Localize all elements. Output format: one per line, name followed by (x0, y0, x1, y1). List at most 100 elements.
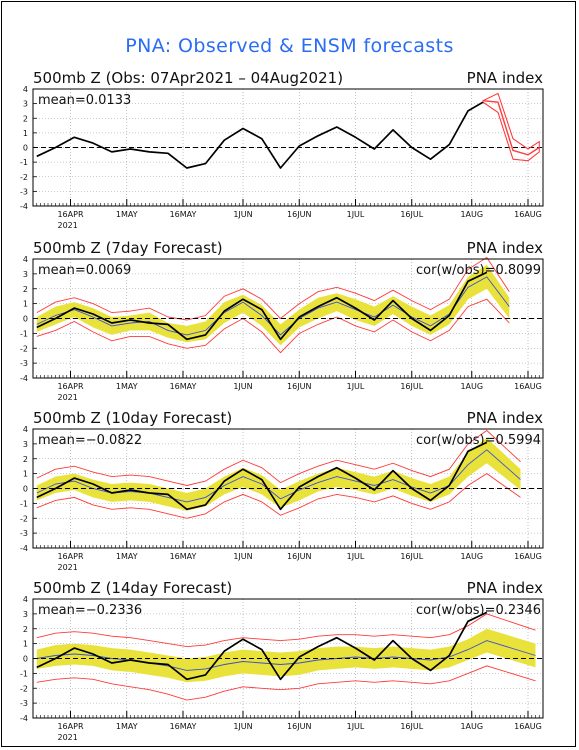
panel-3-xtick-label: 16JUN (287, 722, 311, 731)
panel-1-left-label: 500mb Z (7day Forecast) (33, 239, 223, 257)
panel-3-ytick-label: 0 (23, 655, 28, 664)
panel-2-observed-line (36, 441, 488, 511)
panel-2-ytick-label: -4 (20, 544, 28, 553)
panel-2-xtick-label: 16AUG (514, 552, 542, 561)
panel-1-ytick-label: -3 (20, 359, 28, 368)
panel-0-forecast-plume-high (482, 92, 540, 150)
panel-2-left-label: 500mb Z (10day Forecast) (33, 409, 232, 427)
panel-0-xtick-label: 16APR (57, 210, 83, 219)
panel-1-xtick-label: 1JUN (233, 382, 252, 391)
panel-2-ytick-label: -1 (20, 499, 28, 508)
panel-2-xtick-label: 1MAY (116, 552, 138, 561)
panel-0-left-label: 500mb Z (Obs: 07Apr2021 – 04Aug2021) (33, 69, 343, 87)
panel-0-ytick-label: -3 (20, 187, 28, 196)
panel-1-xtick-label: 1MAY (116, 382, 138, 391)
panel-2-ytick-label: 0 (23, 485, 28, 494)
panel-0-xtick-year: 2021 (58, 221, 78, 230)
panel-1-ytick-label: 2 (23, 285, 28, 294)
panel-0-ytick-label: -2 (20, 173, 28, 182)
panel-2-xtick-label: 1JUN (233, 552, 252, 561)
panel-3-xtick-label: 16APR (57, 722, 83, 731)
panel-0-forecast-plume-low (482, 101, 540, 162)
panel-3-ytick-label: -1 (20, 669, 28, 678)
panel-2-xtick-label: 16JUL (400, 552, 423, 561)
panel-2-mean-label: mean=−0.0822 (38, 433, 142, 448)
panel-3-xtick-label: 16MAY (170, 722, 197, 731)
panel-0-xtick-label: 1JUL (347, 210, 365, 219)
panel-1-ytick-label: -2 (20, 344, 28, 353)
panel-3-members-max-line (36, 613, 536, 648)
panel-3-ytick-label: 1 (23, 640, 28, 649)
panel-3-left-label: 500mb Z (14day Forecast) (33, 579, 232, 597)
panel-0-ytick-label: 4 (23, 85, 28, 94)
panel-1-mean-label: mean=0.0069 (38, 263, 131, 278)
panel-1-xtick-label: 1AUG (460, 382, 483, 391)
panel-1-ytick-label: 0 (23, 315, 28, 324)
panel-3-observed-line (36, 611, 488, 681)
panel-1-cor-label: cor(w/obs)=0.8099 (416, 263, 541, 278)
panel-3-right-label: PNA index (467, 579, 543, 597)
panel-3-xtick-label: 1JUN (233, 722, 252, 731)
panel-3-xtick-label: 1AUG (460, 722, 483, 731)
panel-3-mean-label: mean=−0.2336 (38, 603, 142, 618)
panel-1-ensemble-spread (36, 264, 510, 346)
panel-2-members-min-line (36, 473, 521, 519)
panel-2-ensemble-spread (36, 437, 521, 511)
panel-1-xtick-label: 1JUL (347, 382, 365, 391)
figure-title: PNA: Observed & ENSM forecasts (125, 35, 454, 57)
panel-0-ytick-label: 0 (23, 144, 28, 153)
panel-1-xtick-label: 16AUG (514, 382, 542, 391)
panel-3-xtick-label: 16JUL (400, 722, 423, 731)
panel-0-forecast-plume-mean (482, 100, 540, 156)
panel-1-xtick-label: 16JUN (287, 382, 311, 391)
panel-2-xtick-label: 16JUN (287, 552, 311, 561)
panel-0-xtick-label: 16MAY (170, 210, 197, 219)
panel-2-ytick-label: 3 (23, 440, 28, 449)
panel-2-right-label: PNA index (467, 409, 543, 427)
panel-2-cor-label: cor(w/obs)=0.5994 (416, 433, 541, 448)
panel-1-xtick-label: 16JUL (400, 382, 423, 391)
panel-0-ytick-label: -1 (20, 158, 28, 167)
panel-3-xtick-year: 2021 (58, 733, 78, 742)
panel-0-xtick-label: 1JUN (233, 210, 252, 219)
panel-0-ytick-label: 2 (23, 114, 28, 123)
panel-1-ytick-label: -4 (20, 374, 28, 383)
panel-1-members-min-line (36, 298, 510, 354)
panel-0-xtick-label: 16JUL (400, 210, 423, 219)
panel-3-ytick-label: 2 (23, 625, 28, 634)
panel-1-ytick-label: 3 (23, 270, 28, 279)
panel-0-observed-line (36, 101, 484, 169)
panel-2-ytick-label: 1 (23, 470, 28, 479)
panel-0-mean-label: mean=0.0133 (38, 93, 131, 108)
panel-0-xtick-label: 16JUN (287, 210, 311, 219)
panel-0-forecast-plume-outline (482, 92, 540, 162)
panel-2-ytick-label: -3 (20, 529, 28, 538)
panel-2-ytick-label: 2 (23, 455, 28, 464)
panel-0-xtick-label: 1AUG (460, 210, 483, 219)
panel-3-cor-label: cor(w/obs)=0.2346 (416, 603, 541, 618)
panel-1-ytick-label: 4 (23, 255, 28, 264)
panel-2-xtick-label: 16MAY (170, 552, 197, 561)
panel-1-ytick-label: -1 (20, 329, 28, 338)
panel-1-ytick-label: 1 (23, 300, 28, 309)
panel-0-right-label: PNA index (467, 69, 543, 87)
panel-1-observed-line (36, 271, 488, 341)
panel-3-ytick-label: -2 (20, 684, 28, 693)
panel-0-ytick-label: 3 (23, 100, 28, 109)
panel-2-xtick-label: 16APR (57, 552, 83, 561)
panel-3-ytick-label: 3 (23, 610, 28, 619)
panel-3-ytick-label: -4 (20, 714, 28, 723)
panel-3-xtick-label: 1MAY (116, 722, 138, 731)
panel-1-right-label: PNA index (467, 239, 543, 257)
panel-2-xtick-label: 1AUG (460, 552, 483, 561)
panel-3-xtick-label: 1JUL (347, 722, 365, 731)
panel-1-xtick-year: 2021 (58, 393, 78, 402)
panel-1-xtick-label: 16APR (57, 382, 83, 391)
panel-0-xtick-label: 1MAY (116, 210, 138, 219)
panel-0-xtick-label: 16AUG (514, 210, 542, 219)
panel-0-ytick-label: -4 (20, 202, 28, 211)
panel-1-members-max-line (36, 256, 510, 321)
panel-1-xtick-label: 16MAY (170, 382, 197, 391)
panel-2-ytick-label: -2 (20, 514, 28, 523)
